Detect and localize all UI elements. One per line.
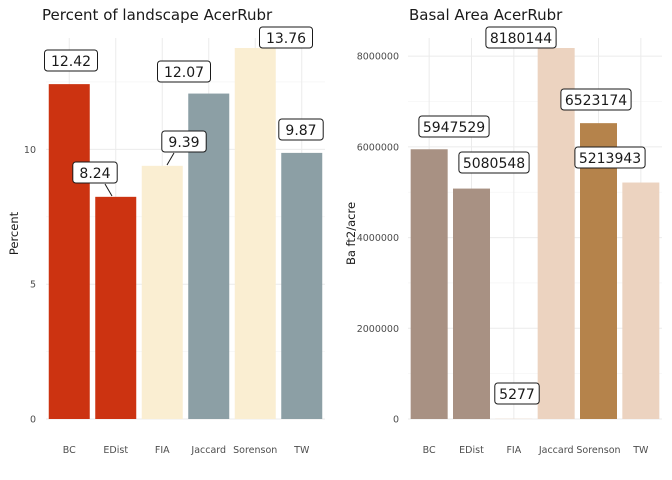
- y-tick-label: 2000000: [357, 324, 399, 335]
- data-label-text: 5277: [499, 387, 535, 403]
- label-connector: [104, 183, 113, 197]
- x-tick-label: Jaccard: [190, 445, 226, 456]
- x-tick-label: Jaccard: [538, 445, 574, 456]
- bar-bc: [410, 149, 448, 420]
- data-label-text: 12.07: [164, 65, 204, 81]
- data-label-box: [485, 26, 557, 49]
- x-tick-label: EDist: [103, 445, 128, 456]
- data-label-box: [72, 161, 118, 184]
- data-label-box: [418, 115, 490, 138]
- data-label-box: [278, 118, 324, 141]
- chart-panel-percent: Percent of landscape AcerRubr 0 5 10 BC EDist…: [7, 6, 325, 456]
- chart-title: Basal Area AcerRubr: [409, 6, 563, 24]
- data-label: 5277: [494, 382, 540, 405]
- label-connector: [166, 152, 175, 166]
- data-label: 8.24: [72, 161, 118, 197]
- bar-edist: [453, 188, 490, 419]
- data-label-box: [560, 88, 632, 111]
- y-tick-label: 5: [30, 280, 36, 291]
- data-label-box: [161, 130, 207, 153]
- data-label-text: 6523174: [565, 93, 627, 109]
- bar-edist: [95, 196, 137, 419]
- y-tick-label: 4000000: [357, 233, 399, 244]
- chart-panel-basal-area: Basal Area AcerRubr 0 2000000 4000000 600000…: [344, 6, 662, 456]
- data-label: 5947529: [418, 115, 490, 138]
- bar-sorenson: [234, 48, 276, 419]
- data-label-box: [574, 146, 646, 169]
- y-tick-label: 8000000: [357, 52, 399, 63]
- x-tick-label: TW: [632, 445, 649, 456]
- data-label-text: 5080548: [463, 156, 525, 172]
- data-label: 12.07: [157, 60, 211, 83]
- y-axis-label: Percent: [7, 211, 21, 255]
- data-label-text: 8.24: [79, 166, 110, 182]
- data-label: 8180144: [485, 26, 557, 49]
- data-label-text: 13.76: [266, 31, 306, 47]
- data-label-text: 8180144: [490, 31, 552, 47]
- bar-fia: [141, 165, 183, 419]
- x-tick-label: BC: [63, 445, 76, 456]
- data-label: 12.42: [44, 49, 98, 72]
- data-label-text: 5213943: [579, 151, 641, 167]
- data-label: 5213943: [574, 146, 646, 169]
- x-tick-label: Sorenson: [576, 445, 620, 456]
- bar-sorenson: [580, 123, 617, 419]
- y-tick-label: 6000000: [357, 142, 399, 153]
- data-label-box: [44, 49, 98, 72]
- data-label: 5080548: [458, 151, 530, 174]
- data-label-box: [458, 151, 530, 174]
- y-tick-label: 0: [30, 415, 36, 426]
- y-tick-label: 10: [24, 145, 36, 156]
- bar-tw: [281, 152, 323, 419]
- bar-tw: [622, 182, 660, 419]
- bar-bc: [48, 84, 90, 419]
- data-label-text: 12.42: [51, 54, 91, 70]
- y-axis-label: Ba ft2/acre: [344, 202, 358, 265]
- data-label-text: 9.87: [285, 123, 316, 139]
- data-label: 13.76: [259, 26, 313, 49]
- chart-title: Percent of landscape AcerRubr: [42, 6, 273, 24]
- x-tick-label: EDist: [459, 445, 484, 456]
- data-label-box: [494, 382, 540, 405]
- data-label-box: [157, 60, 211, 83]
- data-label: 9.87: [278, 118, 324, 141]
- x-tick-label: FIA: [506, 445, 521, 456]
- data-label-box: [259, 26, 313, 49]
- data-label-text: 5947529: [423, 120, 485, 136]
- y-tick-label: 0: [393, 415, 399, 426]
- data-label-text: 9.39: [168, 135, 199, 151]
- data-label: 9.39: [161, 130, 207, 166]
- x-tick-label: BC: [423, 445, 436, 456]
- x-tick-label: TW: [293, 445, 310, 456]
- x-tick-label: Sorenson: [233, 445, 277, 456]
- x-tick-label: FIA: [155, 445, 170, 456]
- data-label: 6523174: [560, 88, 632, 111]
